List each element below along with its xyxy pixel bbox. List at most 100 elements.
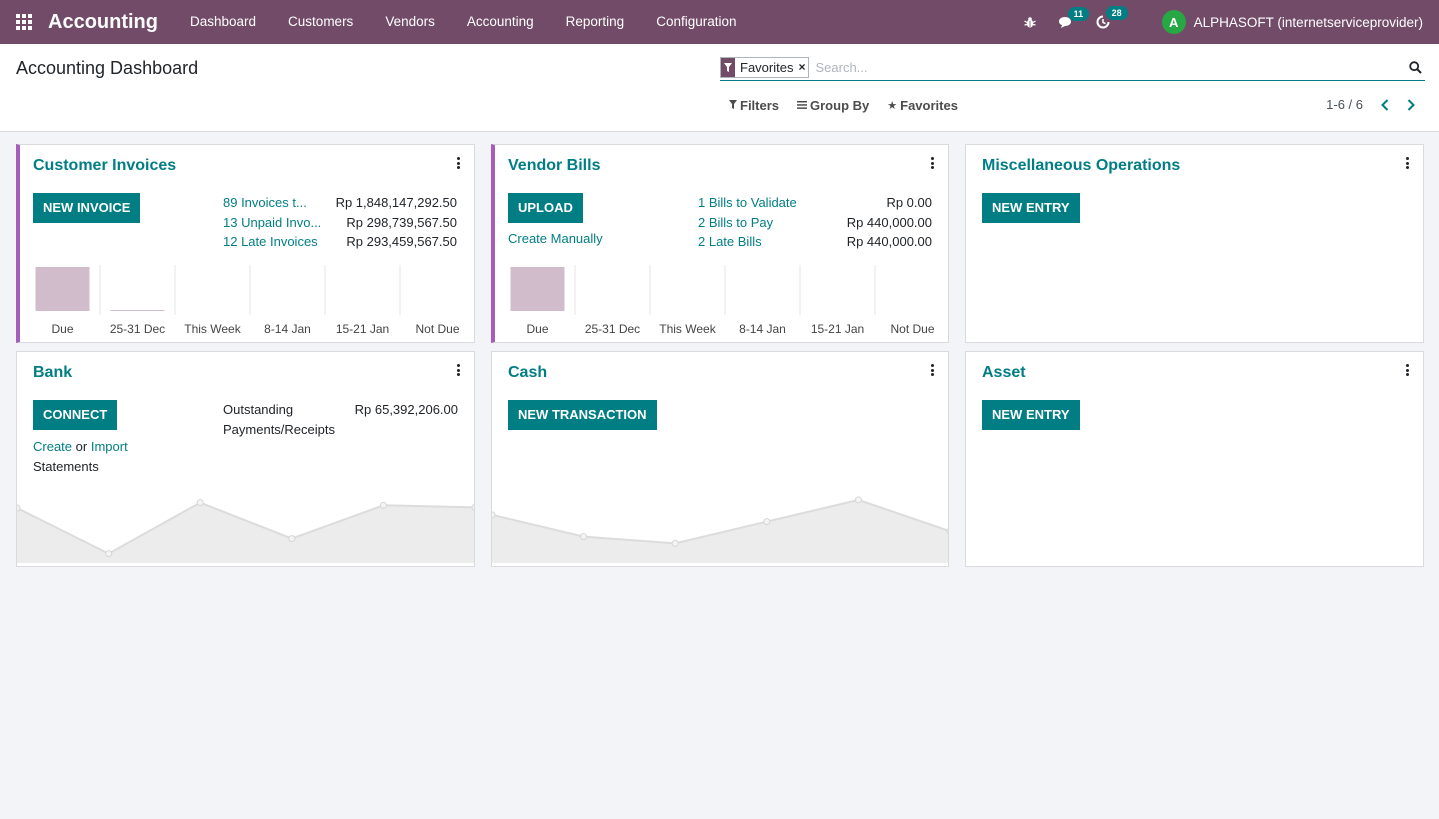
data-point [580,533,588,541]
menu-reporting[interactable]: Reporting [565,14,625,29]
search-input[interactable] [815,60,1405,75]
new-invoice-button[interactable]: NEW INVOICE [33,193,141,223]
menu-configuration[interactable]: Configuration [656,14,737,29]
aging-chart-svg: Due 25-31 Dec This Week 8-14 Jan 15-21 Jan No… [35,265,476,336]
x-tick-label: 25-31 Dec [585,322,640,336]
x-tick-label: 8-14 Jan [264,322,311,336]
app-brand[interactable]: Accounting [48,10,158,33]
data-point [946,528,948,535]
kebab-menu-icon[interactable] [456,364,460,378]
bill-stats: 1 Bills to Validate Rp 0.00 2 Bills to Pa… [698,193,932,252]
aging-chart-svg: Due 25-31 Dec This Week 8-14 Jan 15-21 Jan No… [510,265,951,336]
stat-value: Rp 0.00 [886,195,932,210]
groupby-label: Group By [810,98,870,113]
data-point [288,535,296,543]
menu-dashboard[interactable]: Dashboard [190,14,257,29]
stat-row: 13 Unpaid Invo... Rp 298,739,567.50 [223,213,457,233]
x-tick-label: Due [51,322,73,336]
card-title[interactable]: Miscellaneous Operations [982,157,1181,174]
x-tick-label: 25-31 Dec [110,322,165,336]
kebab-menu-icon[interactable] [456,157,460,171]
debug-icon[interactable] [1023,16,1036,29]
favorites-button[interactable]: ★ Favorites [887,98,958,113]
stat-value: Rp 440,000.00 [846,214,932,230]
stat-row: 12 Late Invoices Rp 293,459,567.50 [223,232,457,252]
card-title[interactable]: Customer Invoices [33,157,177,174]
apps-menu-icon[interactable] [0,0,48,44]
page-title: Accounting Dashboard [16,58,199,78]
x-tick-label: Not Due [415,322,459,336]
kebab-menu-icon[interactable] [1405,364,1409,378]
invoice-stats: 89 Invoices t... Rp 1,848,147,292.50 13 U… [223,193,457,252]
stat-row: 1 Bills to Validate Rp 0.00 [698,193,932,213]
groupby-button[interactable]: Group By [797,98,869,113]
avatar: A [1161,10,1186,34]
new-entry-button[interactable]: NEW ENTRY [982,400,1080,430]
card-vendor-bills: Vendor Bills UPLOAD Create Manually 1 Bi… [491,144,951,343]
funnel-icon [729,99,737,112]
messages-icon[interactable]: 11 [1058,6,1090,29]
connect-button[interactable]: CONNECT [33,400,118,430]
statements-text: Create or Import Statements [33,437,128,476]
create-manually-link[interactable]: Create Manually [508,231,603,246]
list-icon [797,100,808,112]
stat-value: Rp 293,459,567.50 [346,234,457,249]
new-transaction-button[interactable]: NEW TRANSACTION [508,400,657,430]
stat-row: 2 Bills to Pay Rp 440,000.00 [698,213,932,233]
stat-label[interactable]: 2 Bills to Pay [698,214,774,230]
search-facet[interactable]: Favorites × [720,57,810,78]
bank-balance-chart [17,483,474,566]
pager-previous-icon[interactable] [1381,98,1389,111]
pager-next-icon[interactable] [1407,98,1415,111]
user-menu[interactable]: A ALPHASOFT (internetserviceprovider) [1161,10,1423,34]
import-link[interactable]: Import [90,439,128,454]
balance-chart-svg [492,496,948,563]
facet-remove-icon[interactable]: × [798,60,806,74]
card-title[interactable]: Vendor Bills [508,157,601,174]
chart-bar [510,267,565,311]
search-icon[interactable] [1405,61,1425,74]
kebab-menu-icon[interactable] [930,364,934,378]
kebab-menu-icon[interactable] [930,157,934,171]
area-line [17,501,474,555]
area-fill [17,502,474,563]
area-line [492,498,948,545]
create-link[interactable]: Create [33,439,73,454]
stat-label[interactable]: 89 Invoices t... [223,195,307,210]
card-title[interactable]: Cash [508,364,548,381]
menu-vendors[interactable]: Vendors [385,14,435,29]
favorites-label: Favorites [900,98,958,113]
stat-label[interactable]: 12 Late Invoices [223,234,318,249]
pager-value[interactable]: 1-6 / 6 [1326,97,1363,112]
menu-accounting[interactable]: Accounting [466,14,534,29]
new-entry-button[interactable]: NEW ENTRY [982,193,1080,223]
card-asset: Asset NEW ENTRY [965,351,1424,567]
messages-badge: 11 [1067,6,1090,21]
cash-balance-chart [492,483,948,566]
card-title[interactable]: Bank [33,364,73,381]
chart-bar [110,310,165,311]
activities-icon[interactable]: 28 [1096,6,1128,29]
data-point [492,511,496,519]
card-miscellaneous-operations: Miscellaneous Operations NEW ENTRY [965,144,1424,343]
data-point [671,539,679,547]
stat-value: Rp 298,739,567.50 [346,214,457,230]
data-point [196,499,204,507]
card-title[interactable]: Asset [982,364,1026,381]
data-point [379,501,387,509]
outstanding-label-line: Outstanding [223,402,294,417]
stat-label[interactable]: 13 Unpaid Invo... [223,214,322,230]
stat-label[interactable]: 2 Late Bills [698,234,762,249]
stat-label[interactable]: 1 Bills to Validate [698,195,797,210]
star-icon: ★ [887,100,898,112]
facet-label: Favorites [740,60,794,75]
kebab-menu-icon[interactable] [1405,157,1409,171]
invoice-aging-chart: Due 25-31 Dec This Week 8-14 Jan 15-21 Jan No… [20,265,476,346]
outstanding-label-line: Payments/Receipts [223,421,335,437]
menu-customers[interactable]: Customers [288,14,354,29]
x-tick-label: 15-21 Jan [811,322,864,336]
outstanding-label[interactable]: Outstanding Payments/Receipts [223,400,335,439]
filters-button[interactable]: Filters [729,98,779,113]
upload-button[interactable]: UPLOAD [508,193,583,223]
x-tick-label: This Week [659,322,716,336]
